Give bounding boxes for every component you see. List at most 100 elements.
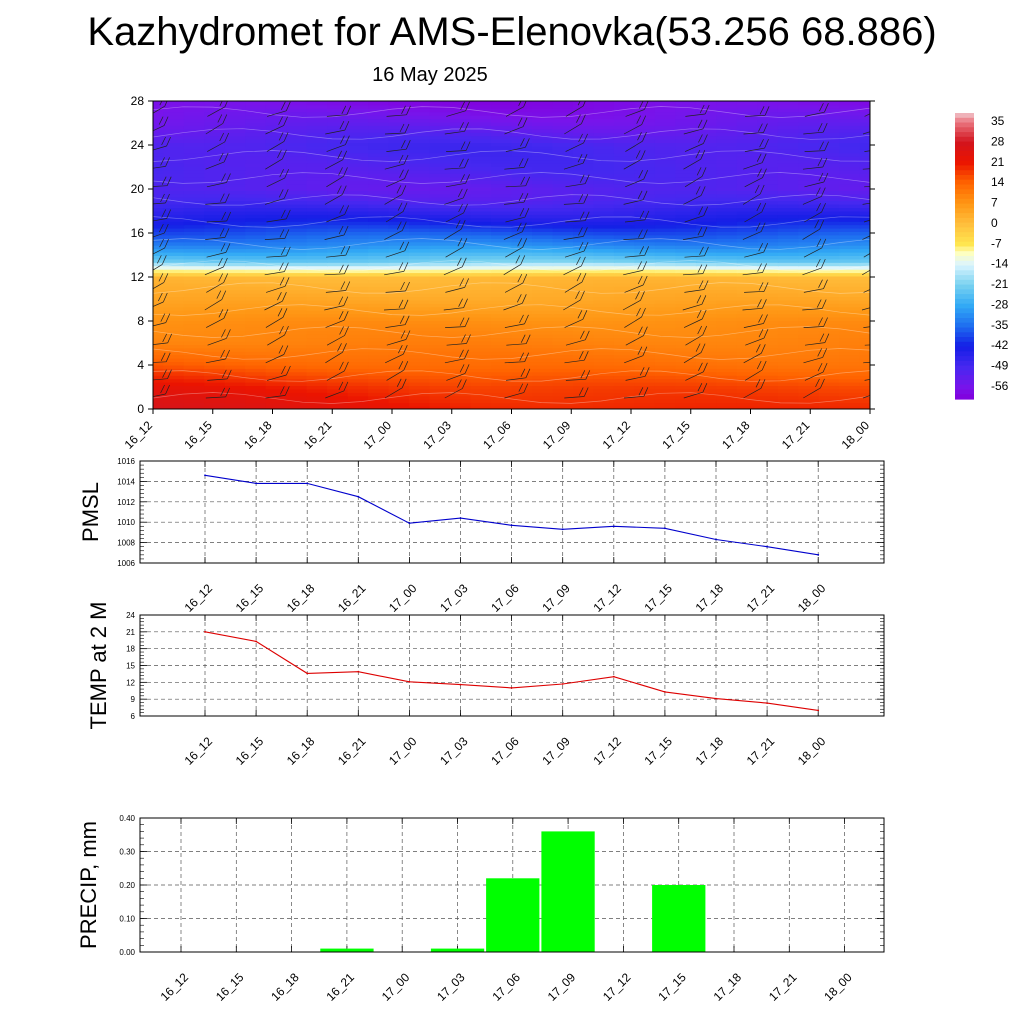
heatmap-cell	[839, 391, 861, 397]
heatmap-cell	[245, 361, 267, 366]
wind-barb-flag	[401, 221, 407, 231]
heatmap-cell	[368, 367, 390, 373]
heatmap-cell	[818, 210, 841, 215]
heatmap-cell	[532, 190, 554, 195]
heatmap-cell	[429, 330, 452, 335]
heatmap-cell	[613, 398, 636, 404]
wind-barb-flag	[698, 362, 703, 371]
wind-barb	[504, 282, 523, 293]
heatmap-cell	[306, 402, 329, 407]
heatmap-cell	[327, 313, 349, 318]
heatmap-cell	[429, 313, 452, 318]
heatmap-cell	[265, 176, 288, 181]
heatmap-cell	[511, 162, 533, 167]
heatmap-cell	[265, 385, 288, 390]
heatmap-cell	[634, 159, 656, 164]
heatmap-cell	[798, 135, 820, 140]
heatmap-cell	[183, 104, 206, 109]
heatmap-cell	[163, 142, 185, 147]
wind-barb-flag	[338, 296, 344, 305]
heatmap-cell	[552, 333, 574, 339]
heatmap-cell	[818, 275, 841, 280]
heatmap-cell	[347, 220, 370, 226]
heatmap-cell	[859, 162, 870, 167]
heatmap-cell	[450, 296, 472, 301]
heatmap-cell	[450, 241, 472, 246]
colorbar-swatch	[955, 303, 974, 310]
heatmap-cell	[552, 169, 574, 174]
heatmap-cell	[675, 193, 697, 198]
heatmap-cell	[818, 398, 841, 404]
wind-barb-flag	[638, 229, 643, 238]
colorbar-swatch	[955, 241, 974, 248]
wind-barb-flag	[581, 256, 586, 267]
heatmap-cell	[716, 131, 738, 137]
x-tick-label: 17_12	[600, 970, 634, 1004]
heatmap-cell	[654, 340, 677, 345]
heatmap-cell	[368, 172, 390, 178]
heatmap-cell	[613, 285, 636, 291]
wind-barb-flag	[164, 101, 168, 107]
heatmap-cell	[593, 128, 615, 133]
colorbar-swatch	[955, 256, 974, 262]
heatmap-cell	[798, 313, 820, 318]
heatmap-cell	[573, 138, 595, 143]
heatmap-cell	[306, 152, 329, 157]
heatmap-cell	[245, 316, 267, 321]
heatmap-cell	[613, 374, 636, 380]
heatmap-cell	[347, 241, 370, 246]
heatmap-cell	[183, 350, 206, 356]
heatmap-cell	[839, 104, 861, 109]
heatmap-cell	[552, 296, 574, 301]
heatmap-cell	[409, 176, 431, 181]
heatmap-cell	[429, 316, 452, 321]
heatmap-cell	[634, 227, 656, 232]
heatmap-cell	[859, 101, 870, 106]
heatmap-cell	[245, 107, 267, 113]
heatmap-cell	[265, 220, 288, 226]
heatmap-cell	[470, 330, 492, 335]
heatmap-cell	[388, 313, 411, 318]
heatmap-cell	[204, 128, 226, 133]
wind-barb	[266, 255, 287, 258]
heatmap-cell	[204, 220, 226, 226]
wind-barb-flag	[816, 202, 821, 212]
heatmap-cell	[265, 364, 288, 369]
wind-barb-flag	[463, 298, 468, 308]
heatmap-cell	[695, 196, 718, 202]
wind-barb-flag	[459, 278, 465, 287]
heatmap-cell	[716, 248, 738, 253]
heatmap-cell	[675, 340, 697, 345]
heatmap-cell	[163, 326, 185, 332]
heatmap-cell	[153, 128, 165, 133]
heatmap-cell	[736, 217, 759, 222]
heatmap-cell	[470, 121, 492, 126]
wind-barb-flag	[338, 381, 344, 391]
heatmap-cell	[286, 309, 308, 315]
heatmap-cell	[573, 313, 595, 318]
heatmap-cell	[675, 186, 697, 191]
heatmap-cell	[224, 114, 247, 120]
heatmap-cell	[573, 207, 595, 212]
heatmap-cell	[593, 107, 615, 113]
heatmap-cell	[736, 186, 759, 191]
heatmap-cell	[839, 364, 861, 369]
heatmap-cell	[532, 128, 554, 133]
heatmap-cell	[798, 261, 820, 267]
heatmap-cell	[153, 381, 165, 386]
heatmap-cell	[306, 285, 329, 291]
wind-barb-flag	[878, 352, 882, 360]
heatmap-cell	[532, 388, 554, 393]
heatmap-cell	[532, 344, 554, 349]
heatmap-cell	[286, 145, 308, 150]
heatmap-cell	[777, 107, 800, 113]
heatmap-cell	[798, 374, 820, 380]
y-axis-label: TEMP at 2 M	[86, 602, 111, 730]
heatmap-cell	[306, 258, 329, 263]
colorbar-swatch	[955, 327, 974, 333]
wind-barb-flag	[462, 188, 468, 199]
wind-barb-flag	[881, 296, 885, 305]
wind-barb-flag	[343, 296, 349, 306]
heatmap-cell	[388, 378, 411, 383]
heatmap-cell	[798, 186, 820, 191]
